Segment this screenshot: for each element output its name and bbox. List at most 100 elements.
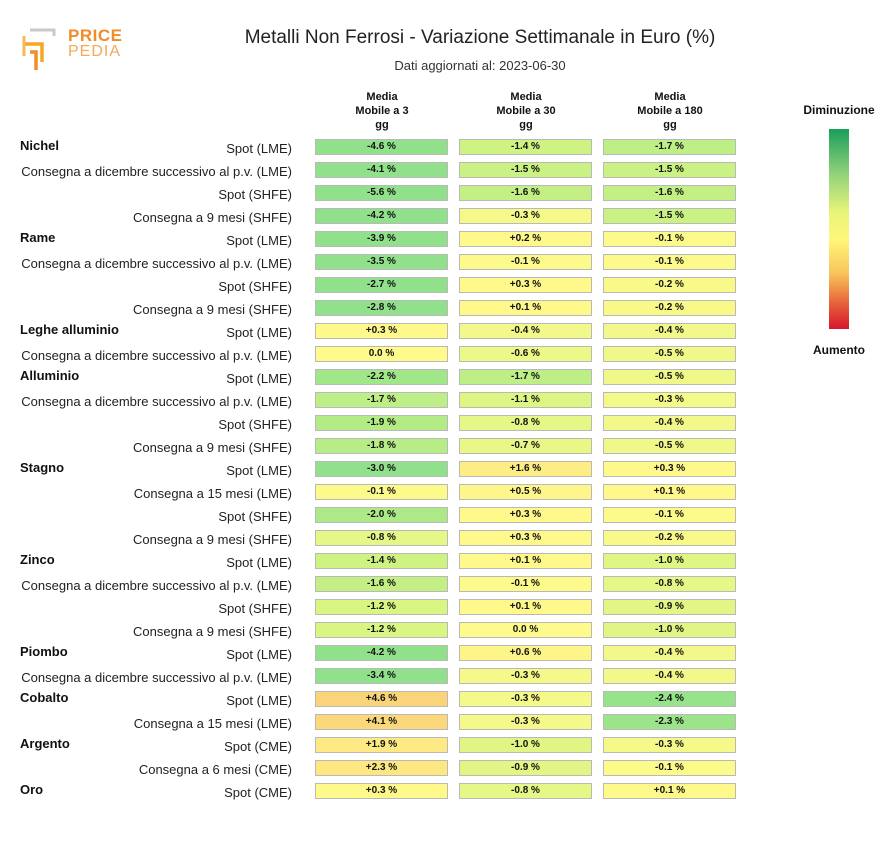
row-label: Spot (LME) <box>226 463 292 478</box>
heatmap-cell: -1.6 % <box>459 185 592 201</box>
heatmap-cell: -0.6 % <box>459 346 592 362</box>
heatmap-cell: -1.2 % <box>315 622 448 638</box>
heatmap-cell: -4.6 % <box>315 139 448 155</box>
column-header-line: gg <box>375 119 389 131</box>
heatmap-cell: +0.5 % <box>459 484 592 500</box>
metal-group-label: Zinco <box>20 552 55 567</box>
heatmap-cell: +2.3 % <box>315 760 448 776</box>
heatmap-cell: -0.5 % <box>603 346 736 362</box>
row-label: Spot (CME) <box>224 739 292 754</box>
metal-group-label: Piombo <box>20 644 68 659</box>
heatmap-cell: -0.1 % <box>315 484 448 500</box>
heatmap-cell: -0.1 % <box>603 231 736 247</box>
heatmap-cell: -0.3 % <box>459 668 592 684</box>
heatmap-cell: +4.1 % <box>315 714 448 730</box>
column-header-line: Mobile a 3 <box>355 105 409 117</box>
row-label: Spot (LME) <box>226 693 292 708</box>
heatmap-cell: -1.5 % <box>459 162 592 178</box>
heatmap-cell: -0.2 % <box>603 300 736 316</box>
heatmap-cell: -1.4 % <box>459 139 592 155</box>
heatmap-cell: -0.9 % <box>459 760 592 776</box>
heatmap-cell: -1.5 % <box>603 208 736 224</box>
heatmap-cell: -1.5 % <box>603 162 736 178</box>
row-label: Consegna a 6 mesi (CME) <box>138 762 292 777</box>
heatmap-cell: -3.4 % <box>315 668 448 684</box>
logo-word-pedia: PEDIA <box>68 43 122 60</box>
metal-group-label: Leghe alluminio <box>20 322 119 337</box>
heatmap-cell: +0.3 % <box>459 277 592 293</box>
heatmap-cell: -2.2 % <box>315 369 448 385</box>
heatmap-cell: -0.9 % <box>603 599 736 615</box>
column-header-line: Mobile a 180 <box>637 105 703 117</box>
heatmap-cell: +0.1 % <box>459 300 592 316</box>
heatmap-cell: -1.8 % <box>315 438 448 454</box>
heatmap-cell: -3.0 % <box>315 461 448 477</box>
heatmap-cell: +0.3 % <box>459 507 592 523</box>
heatmap-cell: +0.3 % <box>315 323 448 339</box>
row-label: Consegna a 15 mesi (LME) <box>133 486 292 501</box>
heatmap-cell: -1.0 % <box>603 553 736 569</box>
chart-title: Metalli Non Ferrosi - Variazione Settima… <box>244 27 716 48</box>
heatmap-cell: -1.7 % <box>459 369 592 385</box>
heatmap-cell: -0.3 % <box>459 691 592 707</box>
heatmap-cell: +0.6 % <box>459 645 592 661</box>
heatmap-cell: +0.1 % <box>459 599 592 615</box>
heatmap-cell: +0.3 % <box>459 530 592 546</box>
logo-mark-icon <box>22 28 56 70</box>
row-label: Consegna a 9 mesi (SHFE) <box>133 532 292 547</box>
heatmap-cell: -0.8 % <box>459 783 592 799</box>
heatmap-cell: +0.1 % <box>603 783 736 799</box>
heatmap-cell: +0.3 % <box>315 783 448 799</box>
heatmap-cell: -1.0 % <box>603 622 736 638</box>
heatmap-cell: -0.3 % <box>603 392 736 408</box>
row-label: Spot (SHFE) <box>218 187 292 202</box>
heatmap-cell: +0.3 % <box>603 461 736 477</box>
row-label: Spot (CME) <box>224 785 292 800</box>
heatmap-cell: +4.6 % <box>315 691 448 707</box>
heatmap-cell: +0.1 % <box>459 553 592 569</box>
metal-group-label: Argento <box>20 736 70 751</box>
row-label: Spot (LME) <box>226 555 292 570</box>
metal-group-label: Oro <box>20 782 44 797</box>
heatmap-cell: +1.6 % <box>459 461 592 477</box>
heatmap-cell: -0.8 % <box>603 576 736 592</box>
metal-group-label: Stagno <box>20 460 65 475</box>
chart-subtitle: Dati aggiornati al: 2023-06-30 <box>394 58 566 73</box>
heatmap-cell: 0.0 % <box>315 346 448 362</box>
heatmap-cell: +0.1 % <box>603 484 736 500</box>
legend-top-label: Diminuzione <box>803 103 875 117</box>
metal-group-label: Cobalto <box>20 690 69 705</box>
heatmap-cell: -0.1 % <box>603 507 736 523</box>
pricepedia-logo: PRICE PEDIA <box>20 26 130 72</box>
row-label: Spot (SHFE) <box>218 601 292 616</box>
heatmap-cell: -1.2 % <box>315 599 448 615</box>
heatmap-cell: -0.4 % <box>459 323 592 339</box>
row-label: Consegna a dicembre successivo al p.v. (… <box>21 164 292 179</box>
row-label: Consegna a dicembre successivo al p.v. (… <box>21 394 292 409</box>
heatmap-cell: -1.7 % <box>603 139 736 155</box>
column-header: Media Mobile a 180 gg <box>603 90 737 132</box>
column-header-line: Media <box>654 91 686 103</box>
heatmap-cell: -0.1 % <box>459 576 592 592</box>
heatmap-cell: -0.5 % <box>603 369 736 385</box>
heatmap-cell: -0.4 % <box>603 323 736 339</box>
heatmap-cell: -0.3 % <box>459 208 592 224</box>
column-header-line: gg <box>519 119 533 131</box>
heatmap-cell: -0.7 % <box>459 438 592 454</box>
heatmap-cell: -0.3 % <box>603 737 736 753</box>
row-label: Consegna a 9 mesi (SHFE) <box>133 210 292 225</box>
heatmap-cell: -4.2 % <box>315 645 448 661</box>
column-header: Media Mobile a 30 gg <box>459 90 593 132</box>
row-label: Consegna a dicembre successivo al p.v. (… <box>21 256 292 271</box>
heatmap-cell: +0.2 % <box>459 231 592 247</box>
row-label: Spot (LME) <box>226 371 292 386</box>
row-label: Consegna a 9 mesi (SHFE) <box>133 440 292 455</box>
heatmap-cell: -0.2 % <box>603 277 736 293</box>
metal-group-label: Alluminio <box>20 368 80 383</box>
heatmap-cell: -1.6 % <box>603 185 736 201</box>
heatmap-cell: -4.1 % <box>315 162 448 178</box>
row-label: Consegna a dicembre successivo al p.v. (… <box>21 670 292 685</box>
row-label: Consegna a dicembre successivo al p.v. (… <box>21 578 292 593</box>
column-header-line: Mobile a 30 <box>496 105 556 117</box>
legend-bottom-label: Aumento <box>813 343 865 357</box>
